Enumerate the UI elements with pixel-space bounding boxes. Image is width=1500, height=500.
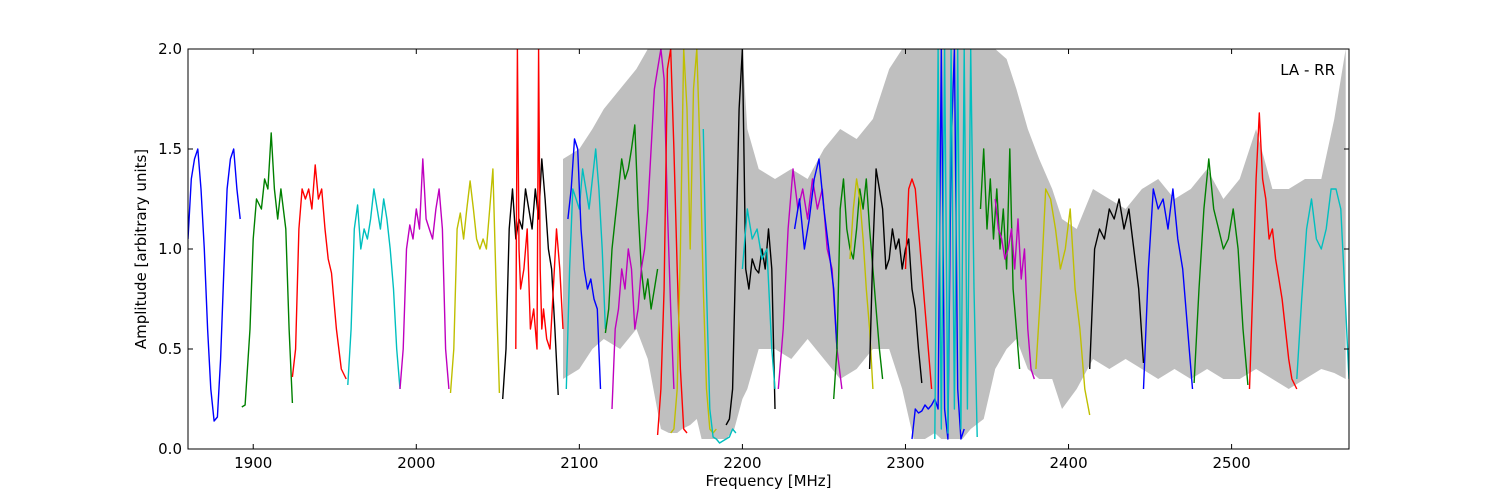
series-line-4 bbox=[399, 158, 450, 390]
series-line-14 bbox=[702, 128, 737, 444]
series-line-22 bbox=[904, 178, 933, 390]
y-tick-label: 0.0 bbox=[158, 440, 182, 458]
series-line-11 bbox=[611, 49, 675, 410]
x-axis-label: Frequency [MHz] bbox=[705, 472, 831, 490]
series-line-10 bbox=[604, 124, 659, 334]
y-tick-label: 1.0 bbox=[158, 240, 182, 258]
series-line-8 bbox=[565, 148, 607, 390]
y-axis-label: Amplitude [arbitrary units] bbox=[132, 149, 150, 349]
series-line-7 bbox=[515, 49, 564, 350]
envelope-band bbox=[563, 49, 1346, 439]
series-line-19 bbox=[833, 178, 884, 400]
series-line-32 bbox=[1296, 188, 1349, 380]
x-tick-label: 2100 bbox=[560, 454, 598, 472]
series-line-24 bbox=[934, 49, 978, 440]
series-line-30 bbox=[1193, 158, 1249, 386]
x-tick-label: 2400 bbox=[1049, 454, 1087, 472]
panel-annotation: LA - RR bbox=[1280, 61, 1335, 79]
x-tick-label: 2000 bbox=[397, 454, 435, 472]
series-line-26 bbox=[994, 198, 1035, 380]
series-line-20 bbox=[849, 178, 874, 390]
y-tick-label: 2.0 bbox=[158, 40, 182, 58]
y-tick-label: 1.5 bbox=[158, 140, 182, 158]
series-line-13 bbox=[670, 49, 717, 434]
series-line-5 bbox=[449, 168, 501, 394]
series-line-25 bbox=[979, 148, 1021, 370]
series-line-31 bbox=[1248, 112, 1298, 390]
y-tick-label: 0.5 bbox=[158, 340, 182, 358]
series-line-27 bbox=[1035, 188, 1091, 416]
series-line-23 bbox=[911, 49, 965, 440]
background-envelope bbox=[563, 49, 1346, 439]
x-tick-label: 1900 bbox=[234, 454, 272, 472]
x-tick-label: 2500 bbox=[1213, 454, 1251, 472]
series-line-6 bbox=[502, 158, 559, 400]
series-line-3 bbox=[347, 188, 401, 390]
series-layer bbox=[188, 49, 1349, 444]
series-line-28 bbox=[1089, 198, 1145, 370]
series-line-16 bbox=[741, 208, 776, 390]
series-line-29 bbox=[1142, 188, 1194, 390]
x-tick-label: 2200 bbox=[723, 454, 761, 472]
series-line-1 bbox=[241, 132, 294, 408]
series-line-18 bbox=[793, 158, 838, 350]
series-line-9 bbox=[567, 138, 602, 390]
series-line-0 bbox=[188, 148, 241, 422]
series-line-21 bbox=[868, 168, 923, 384]
ticks-layer: 1900 2000 2100 2200 2300 2400 2500 0.0 0.5 1.0 1.5… bbox=[158, 40, 1349, 472]
series-line-12 bbox=[656, 49, 688, 436]
series-line-2 bbox=[291, 164, 347, 380]
x-tick-label: 2300 bbox=[886, 454, 924, 472]
